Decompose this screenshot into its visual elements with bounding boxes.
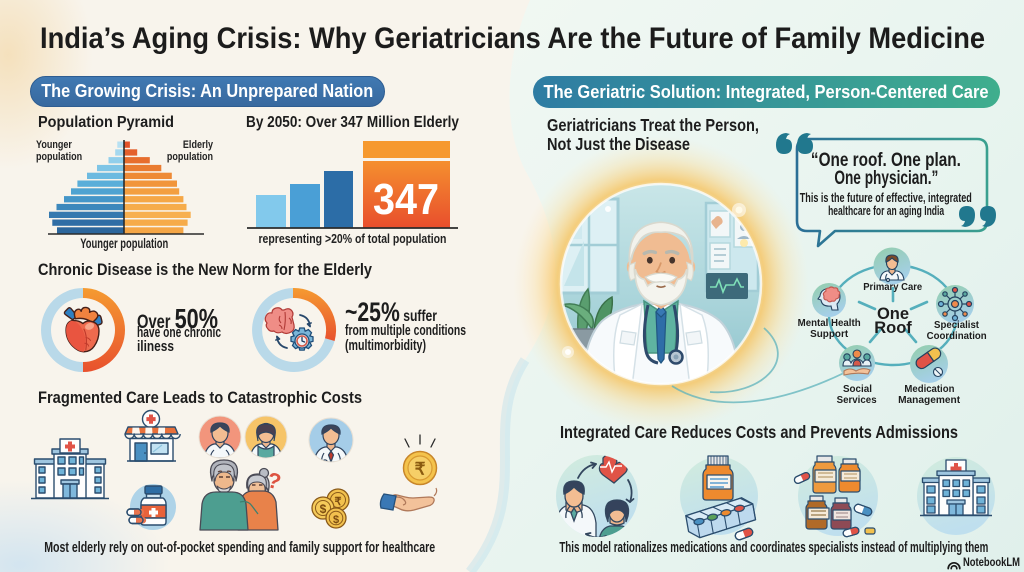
- svg-text:₹: ₹: [415, 460, 426, 479]
- svg-text:347: 347: [373, 174, 439, 223]
- svg-text:$: $: [333, 514, 339, 526]
- svg-text:$: $: [320, 502, 327, 516]
- svg-text:₹: ₹: [335, 496, 342, 508]
- svg-text:?: ?: [265, 467, 284, 495]
